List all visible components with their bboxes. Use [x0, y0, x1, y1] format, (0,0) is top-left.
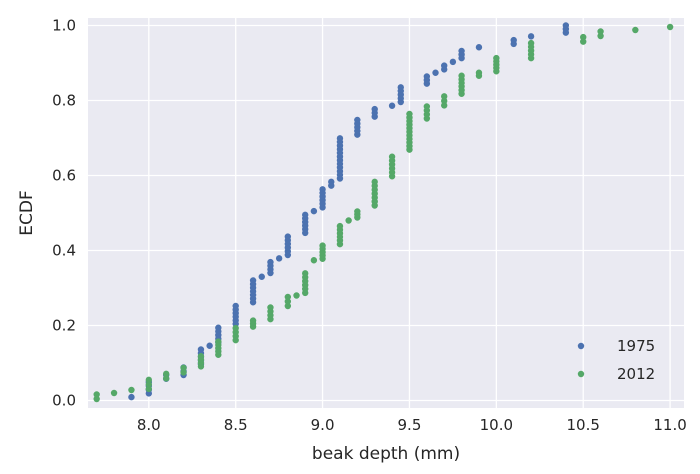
data-point: [275, 255, 283, 262]
x-tick-label: 10.5: [567, 416, 600, 434]
x-tick-label: 8.0: [137, 416, 161, 434]
data-point: [580, 33, 587, 41]
y-tick-label: 1.0: [52, 17, 76, 35]
data-point: [388, 153, 396, 160]
data-point: [441, 102, 448, 109]
data-point: [145, 376, 153, 384]
data-point: [441, 97, 448, 105]
data-point: [110, 389, 118, 397]
data-point: [162, 375, 170, 382]
data-point: [406, 110, 413, 118]
data-point: [441, 62, 448, 69]
data-point: [197, 353, 205, 360]
series-2012: [93, 23, 674, 403]
data-point: [293, 292, 300, 299]
data-point: [527, 33, 535, 40]
data-point: [527, 39, 535, 47]
x-tick-labels: 8.0 8.5 9.0 9.5 10.0 10.5 11.0: [137, 416, 687, 434]
data-point: [475, 69, 483, 76]
data-point: [302, 211, 309, 219]
data-point: [284, 302, 292, 310]
legend-marker: [577, 370, 585, 378]
x-tick-label: 11.0: [653, 416, 686, 434]
data-point: [597, 28, 604, 35]
legend-label: 2012: [617, 365, 655, 383]
data-point: [562, 22, 570, 29]
data-point: [145, 385, 153, 393]
data-point: [284, 233, 292, 240]
data-point: [458, 47, 465, 55]
data-point: [180, 369, 187, 376]
data-point: [319, 242, 326, 249]
data-point: [284, 298, 292, 305]
data-point: [197, 346, 205, 353]
data-point: [449, 58, 457, 66]
data-point: [206, 342, 213, 349]
data-point: [397, 84, 404, 91]
x-axis-label: beak depth (mm): [312, 444, 460, 464]
data-point: [319, 186, 326, 193]
data-point: [93, 391, 100, 398]
plot-background: [88, 18, 684, 408]
data-point: [267, 304, 274, 311]
data-point: [388, 102, 396, 109]
data-point: [354, 116, 361, 124]
data-point: [128, 393, 135, 401]
data-point: [371, 105, 378, 113]
x-tick-label: 9.5: [398, 416, 422, 434]
data-point: [458, 72, 465, 79]
data-point: [423, 103, 431, 110]
data-point: [267, 258, 274, 266]
data-point: [145, 381, 153, 388]
y-tick-label: 0.8: [52, 92, 76, 110]
data-point: [336, 135, 344, 142]
data-point: [432, 69, 439, 76]
data-points: [93, 22, 674, 403]
data-point: [93, 395, 100, 403]
data-point: [310, 257, 318, 264]
data-point: [597, 32, 604, 40]
data-point: [632, 26, 639, 34]
data-point: [128, 386, 135, 394]
data-point: [441, 93, 448, 100]
data-point: [284, 293, 292, 301]
data-point: [475, 44, 483, 51]
grid: [88, 18, 684, 408]
data-point: [371, 178, 378, 186]
data-point: [215, 338, 222, 345]
data-point: [180, 364, 187, 372]
data-point: [345, 217, 352, 224]
data-point: [258, 273, 265, 280]
data-point: [302, 270, 309, 277]
x-tick-label: 9.0: [311, 416, 335, 434]
data-point: [336, 222, 344, 230]
x-tick-label: 8.5: [224, 416, 248, 434]
legend: 1975 2012: [577, 337, 655, 383]
data-point: [423, 73, 431, 80]
data-point: [232, 324, 239, 332]
legend-marker: [577, 342, 585, 350]
data-point: [232, 302, 239, 310]
data-point: [328, 178, 335, 186]
y-tick-label: 0.0: [52, 392, 76, 410]
y-tick-labels: 0.0 0.2 0.4 0.6 0.8 1.0: [52, 17, 76, 410]
data-point: [493, 54, 500, 62]
y-tick-label: 0.2: [52, 317, 76, 335]
data-point: [354, 208, 361, 215]
data-point: [666, 23, 674, 31]
data-point: [310, 207, 318, 215]
y-tick-label: 0.6: [52, 167, 76, 185]
data-point: [162, 370, 170, 378]
y-axis-label: ECDF: [17, 190, 37, 235]
data-point: [249, 317, 257, 324]
data-point: [215, 324, 222, 331]
data-point: [580, 38, 587, 45]
x-tick-label: 10.0: [480, 416, 513, 434]
data-point: [249, 277, 257, 284]
data-point: [510, 36, 517, 44]
legend-label: 1975: [617, 337, 655, 355]
y-tick-label: 0.4: [52, 242, 76, 260]
